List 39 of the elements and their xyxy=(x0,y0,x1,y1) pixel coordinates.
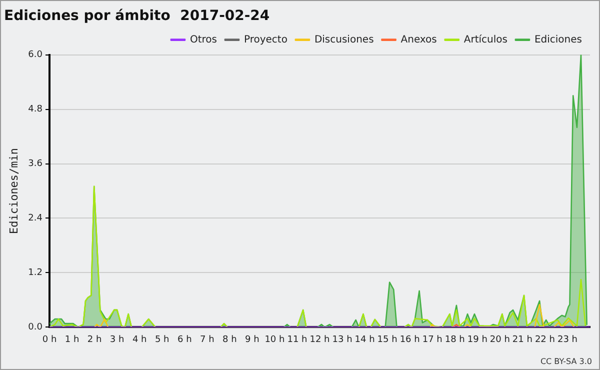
x-tick-label: 1 h xyxy=(64,334,80,345)
legend-label: Ediciones xyxy=(534,34,582,46)
x-tick-label: 20 h xyxy=(490,334,510,345)
x-tick-label: 5 h xyxy=(154,334,170,345)
y-tick-label: 3.6 xyxy=(28,159,43,170)
x-tick-label: 23 h xyxy=(557,334,578,345)
x-tick-label: 15 h xyxy=(377,334,398,345)
text: CC BY-SA 3.0 xyxy=(540,357,592,366)
x-tick-label: 12 h xyxy=(310,334,330,345)
y-tick-label: 0.0 xyxy=(28,322,43,333)
x-tick-label: 19 h xyxy=(467,334,488,345)
x-tick-label: 9 h xyxy=(245,334,260,345)
y-axis-title: Ediciones/min xyxy=(7,148,20,234)
x-tick-label: 10 h xyxy=(264,334,285,345)
x-tick-label: 8 h xyxy=(222,334,237,345)
y-tick-label: 6.0 xyxy=(28,50,43,60)
x-tick-label: 7 h xyxy=(200,334,214,345)
chart-title: Ediciones por ámbito 2017-02-24 xyxy=(4,8,270,24)
x-tick-label: 4 h xyxy=(132,334,147,345)
x-tick-label: 13 h xyxy=(332,334,352,345)
legend-label: Otros xyxy=(190,34,217,46)
x-tick-label: 18 h xyxy=(444,334,465,345)
x-tick-label: 3 h xyxy=(110,334,124,345)
legend-label: Proyecto xyxy=(244,34,288,46)
x-tick-label: 21 h xyxy=(512,334,532,345)
legend-label: Anexos xyxy=(400,34,437,46)
y-tick-label: 4.8 xyxy=(28,104,43,115)
x-tick-label: 11 h xyxy=(287,334,308,345)
x-tick-label: 22 h xyxy=(534,334,555,345)
x-tick-label: 6 h xyxy=(177,334,192,345)
y-tick-label: 1.2 xyxy=(28,268,43,278)
x-tick-label: 2 h xyxy=(87,334,102,345)
legend-label: Artículos xyxy=(464,34,508,46)
x-tick-label: 16 h xyxy=(400,334,420,345)
legend-label: Discusiones xyxy=(314,34,374,46)
y-tick-label: 2.4 xyxy=(28,214,43,224)
x-tick-label: 17 h xyxy=(422,334,442,345)
x-tick-label: 14 h xyxy=(354,334,375,345)
x-tick-label: 0 h xyxy=(42,334,57,345)
